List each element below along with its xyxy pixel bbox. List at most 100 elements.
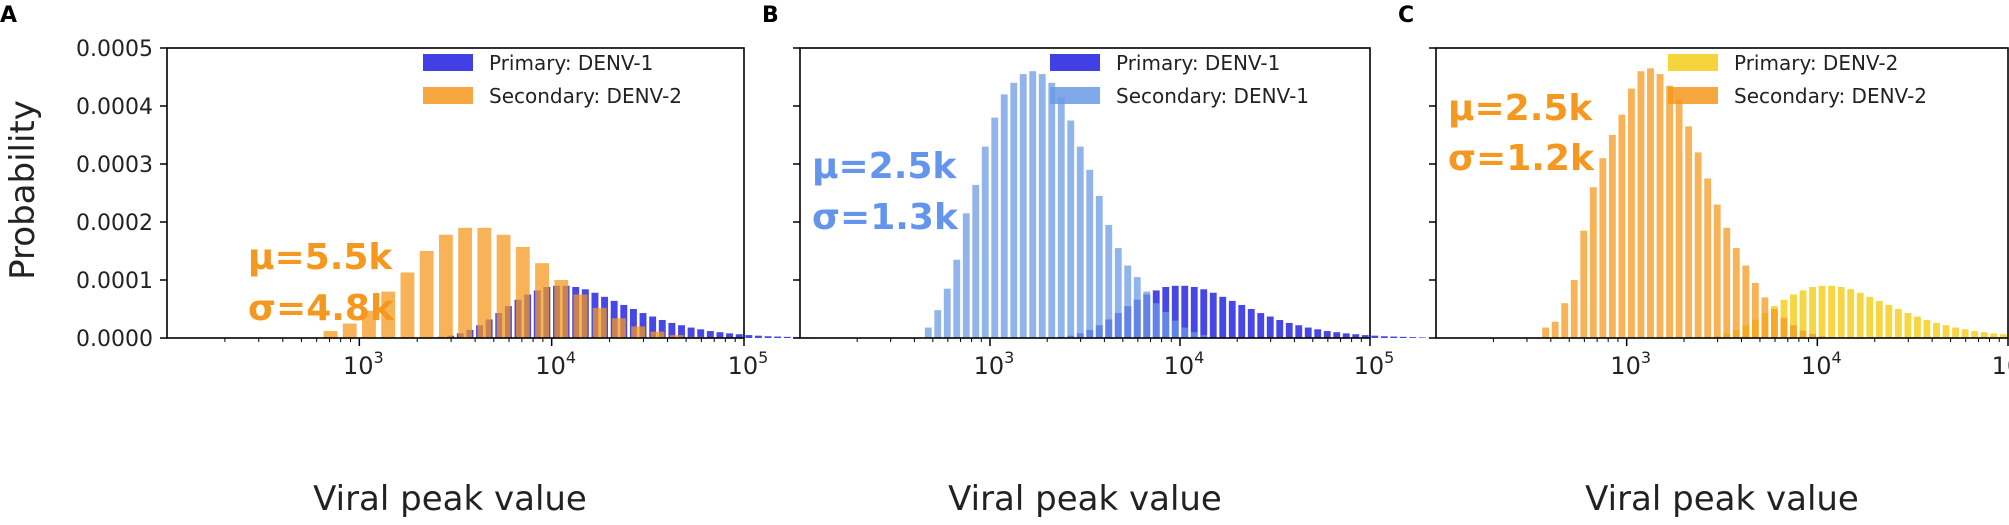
panel-c-bar-secondary-denv-2-17 [1704,178,1712,338]
panel-b-bar-secondary-denv-1-15 [1067,120,1075,338]
panel-c-legend: Primary: DENV-2 Secondary: DENV-2 [1668,51,1927,108]
panel-a-bar-primary-denv-1-23 [658,320,666,338]
panel-a-bar-secondary-denv-2-15 [612,318,626,338]
panel-c-bar-secondary-denv-2-0 [1542,327,1550,338]
panel-a-bar-primary-denv-1-26 [687,327,695,338]
panel-b-bars [924,71,1436,339]
panel-a-frame [166,47,745,339]
panel-a-xtick-label-2: 105 [728,348,769,380]
panel-a-bar-primary-denv-1-31 [735,334,743,338]
panel-c-bar-primary-denv-2-30 [1990,333,1998,338]
panel-b-bar-primary-denv-1-14 [1190,286,1198,338]
panel-c-mu-annotation: μ=2.5k [1448,88,1593,129]
panel-c-legend-label-0: Primary: DENV-2 [1734,51,1898,75]
panel-b-bar-secondary-denv-1-9 [1010,82,1018,338]
panel-a-bar-primary-denv-1-21 [639,313,647,338]
panel-a-legend-swatch-0 [423,54,473,71]
panel-c-bar-primary-denv-2-22 [1914,316,1921,338]
panel-b-bar-primary-denv-1-36 [1399,336,1407,338]
panel-b-bar-secondary-denv-1-10 [1019,74,1027,338]
panel-c-bar-primary-denv-2-29 [1980,332,1988,338]
panel-a-legend-label-1: Secondary: DENV-2 [489,84,682,108]
panel-b-bar-secondary-denv-1-0 [924,327,932,338]
panel-b-bar-primary-denv-1-22 [1266,316,1274,338]
panel-a-bar-secondary-denv-2-17 [650,331,665,338]
panel-c-bars [1542,68,2007,339]
panel-a-bar-primary-denv-1-28 [706,331,714,338]
panel-c-bar-secondary-denv-2-21 [1742,265,1750,338]
panel-b-bar-secondary-denv-1-25 [1162,311,1170,338]
panel-b-bar-secondary-denv-1-7 [991,117,999,338]
panel-a-bar-secondary-denv-2-2 [362,310,376,338]
panel-b-bar-secondary-denv-1-8 [1000,94,1008,339]
panel-b-bar-secondary-denv-1-16 [1076,146,1084,338]
panel-c-bar-secondary-denv-2-26 [1790,325,1797,338]
panel-c-bar-secondary-denv-2-19 [1723,227,1731,338]
panel-c-bar-secondary-denv-2-2 [1561,303,1569,338]
panel-c-bar-secondary-denv-2-15 [1685,126,1693,338]
panel-b-bar-primary-denv-1-30 [1342,333,1350,338]
panel-c-bar-secondary-denv-2-8 [1618,114,1626,338]
panel-b-bar-primary-denv-1-32 [1361,335,1369,338]
panel-b-bar-primary-denv-1-29 [1333,332,1341,338]
panel-b-mu-annotation: μ=2.5k [812,146,957,187]
panel-b-xtick-label-2: 105 [1354,348,1395,380]
panel-a-bar-primary-denv-1-35 [774,336,782,338]
panel-a-bar-secondary-denv-2-6 [438,234,453,338]
panel-c-bar-secondary-denv-2-12 [1656,74,1664,338]
panel-a-bar-secondary-denv-2-4 [400,272,415,338]
panel-a-bar-secondary-denv-2-9 [496,234,511,338]
panel-a-bars [323,227,820,338]
panel-c-bar-primary-denv-2-14 [1837,286,1845,338]
panel-c-xtick-label-1: 104 [1801,348,1842,380]
panel-c-bar-secondary-denv-2-18 [1713,204,1721,338]
panel-b-legend: Primary: DENV-1 Secondary: DENV-1 [1050,51,1309,108]
panel-c-bar-secondary-denv-2-7 [1608,135,1616,338]
panel-b-legend-swatch-1 [1050,87,1100,104]
panel-c-legend-swatch-1 [1668,87,1718,104]
panel-a-legend: Primary: DENV-1 Secondary: DENV-2 [423,51,682,108]
panel-c-bar-secondary-denv-2-16 [1694,152,1702,338]
panel-b-bar-primary-denv-1-25 [1295,325,1303,338]
panel-a-bar-primary-denv-1-22 [649,316,657,338]
panel-c-bar-primary-denv-2-16 [1856,292,1864,338]
panel-b-bar-primary-denv-1-13 [1181,285,1189,338]
panel-c-bar-secondary-denv-2-10 [1637,71,1645,338]
panel-b-legend-label-1: Secondary: DENV-1 [1116,84,1309,108]
panel-c-bar-primary-denv-2-24 [1933,322,1940,338]
panel-c-frame [1435,47,2009,339]
panel-b-bar-secondary-denv-1-12 [1038,74,1046,338]
panel-b-bar-secondary-denv-1-20 [1114,248,1122,338]
panel-c-bar-primary-denv-2-19 [1885,304,1893,338]
panel-b-bar-secondary-denv-1-13 [1048,82,1056,338]
panel-a-bar-primary-denv-1-30 [726,333,734,338]
panel-a-bar-primary-denv-1-29 [716,332,724,338]
panel-c-bar-secondary-denv-2-20 [1732,248,1740,338]
panel-b-bar-primary-denv-1-23 [1276,320,1284,338]
panel-b-bar-secondary-denv-1-24 [1152,303,1160,338]
panel-a-bar-primary-denv-1-27 [697,329,705,338]
panel-b-bar-primary-denv-1-19 [1238,304,1246,338]
panel-b-legend-swatch-0 [1050,54,1100,71]
panel-b-bar-primary-denv-1-20 [1247,309,1255,338]
panel-b-bar-primary-denv-1-33 [1371,335,1379,338]
panel-a-bar-primary-denv-1-34 [764,336,772,338]
panel-b-bar-secondary-denv-1-28 [1190,332,1198,338]
panel-c-bar-primary-denv-2-23 [1923,320,1931,338]
panel-a-bar-secondary-denv-2-1 [342,323,357,338]
panel-a-bar-secondary-denv-2-16 [631,326,646,338]
panel-c-bar-primary-denv-2-18 [1875,300,1883,338]
panel-b-bar-secondary-denv-1-11 [1029,71,1037,338]
panel-b-bar-secondary-denv-1-22 [1133,277,1141,338]
panel-c-bar-secondary-denv-2-24 [1771,309,1778,338]
panel-a-bar-secondary-denv-2-10 [515,246,530,338]
panel-a-bar-primary-denv-1-25 [678,325,685,338]
panel-b-bar-secondary-denv-1-14 [1057,97,1065,338]
panel-c-bar-primary-denv-2-21 [1904,313,1912,338]
panel-c-bar-secondary-denv-2-5 [1589,187,1597,338]
panel-c-bar-primary-denv-2-15 [1847,289,1855,338]
panel-a-bar-secondary-denv-2-5 [419,251,434,338]
panel-a-letter: A [0,3,17,28]
panel-b-bar-secondary-denv-1-4 [962,213,970,338]
